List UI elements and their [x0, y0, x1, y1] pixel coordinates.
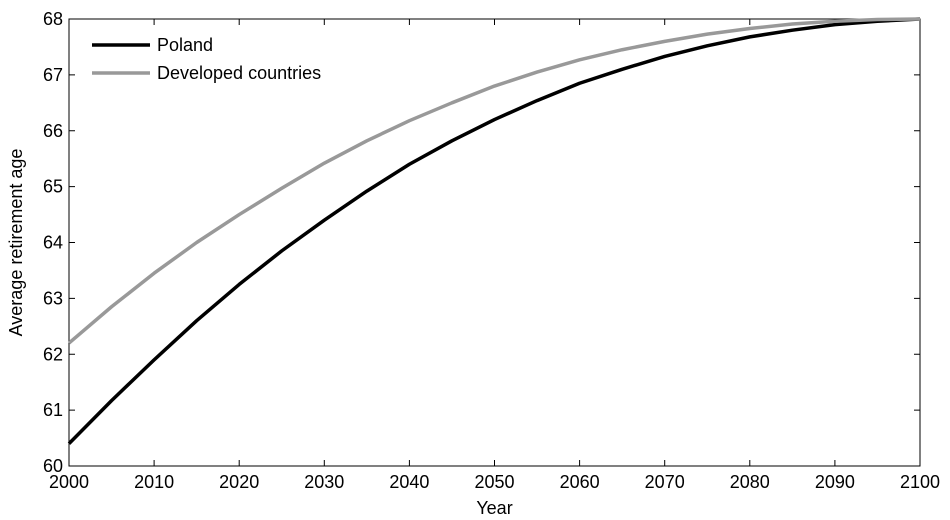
y-axis: 60 61 62 63 64 65 66 67 68: [43, 9, 920, 476]
y-axis-title: Average retirement age: [6, 149, 26, 337]
legend-label: Developed countries: [157, 63, 321, 83]
x-tick-label: 2080: [730, 472, 770, 492]
y-tick-label: 63: [43, 288, 63, 308]
legend-label: Poland: [157, 35, 213, 55]
y-tick-label: 61: [43, 400, 63, 420]
x-tick-label: 2070: [645, 472, 685, 492]
x-tick-label: 2010: [134, 472, 174, 492]
x-axis: 2000 2010 2020 2030 2040 2050 2060 2070 2080 2090…: [49, 19, 940, 492]
y-tick-label: 64: [43, 233, 63, 253]
y-tick-label: 68: [43, 9, 63, 29]
y-tick-label: 67: [43, 65, 63, 85]
x-tick-label: 2100: [900, 472, 940, 492]
x-tick-label: 2030: [304, 472, 344, 492]
x-tick-label: 2090: [815, 472, 855, 492]
x-tick-label: 2000: [49, 472, 89, 492]
x-tick-label: 2060: [560, 472, 600, 492]
x-tick-label: 2020: [219, 472, 259, 492]
series-line-developed-countries: [67, 17, 921, 345]
x-axis-title: Year: [476, 498, 512, 518]
plot-area: 2000 2010 2020 2030 2040 2050 2060 2070 2080 2090…: [43, 9, 940, 492]
x-tick-label: 2040: [389, 472, 429, 492]
series-lines: [67, 17, 921, 445]
y-tick-label: 65: [43, 177, 63, 197]
y-tick-label: 66: [43, 121, 63, 141]
x-tick-label: 2050: [474, 472, 514, 492]
y-tick-label: 60: [43, 456, 63, 476]
legend: Poland Developed countries: [92, 35, 321, 83]
y-tick-label: 62: [43, 344, 63, 364]
series-line-poland: [67, 17, 921, 445]
